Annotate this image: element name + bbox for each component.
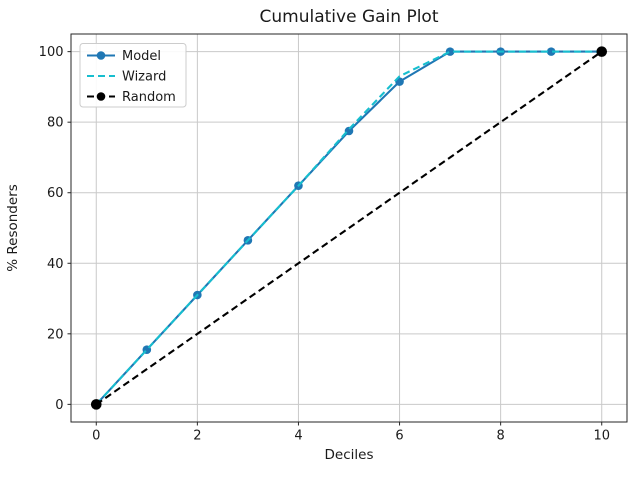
x-tick-label: 10 <box>593 429 610 444</box>
x-tick-label: 6 <box>395 429 403 444</box>
series-wizard-line <box>95 50 602 406</box>
legend-label-model: Model <box>122 49 161 64</box>
chart-title: Cumulative Gain Plot <box>260 7 439 27</box>
x-tick-label: 2 <box>193 429 201 444</box>
series-random-line <box>95 50 603 406</box>
x-tick-label: 4 <box>294 429 302 444</box>
y-axis-label: % Resonders <box>5 184 21 272</box>
y-tick-label: 0 <box>55 398 63 413</box>
y-tick-label: 40 <box>47 257 64 272</box>
series-random-marker <box>90 399 102 410</box>
legend-marker-model <box>96 51 106 60</box>
y-tick-label: 100 <box>39 45 64 60</box>
legend-box <box>79 43 187 108</box>
plot-area <box>90 46 608 410</box>
series-random-marker <box>596 46 608 57</box>
legend: Model Wizard Random <box>79 43 187 108</box>
x-tick-label: 0 <box>92 429 100 444</box>
legend-label-random: Random <box>122 90 176 105</box>
series-model-marker <box>546 47 556 56</box>
y-tick-label: 60 <box>47 186 64 201</box>
grid <box>71 34 627 422</box>
x-axis-label: Deciles <box>325 447 374 463</box>
y-tick-label: 80 <box>47 116 64 131</box>
y-tick-label: 20 <box>47 327 64 342</box>
legend-label-wizard: Wizard <box>122 70 166 85</box>
x-tick-label: 8 <box>496 429 504 444</box>
legend-marker-random <box>96 92 106 101</box>
axes-frame <box>70 33 628 423</box>
